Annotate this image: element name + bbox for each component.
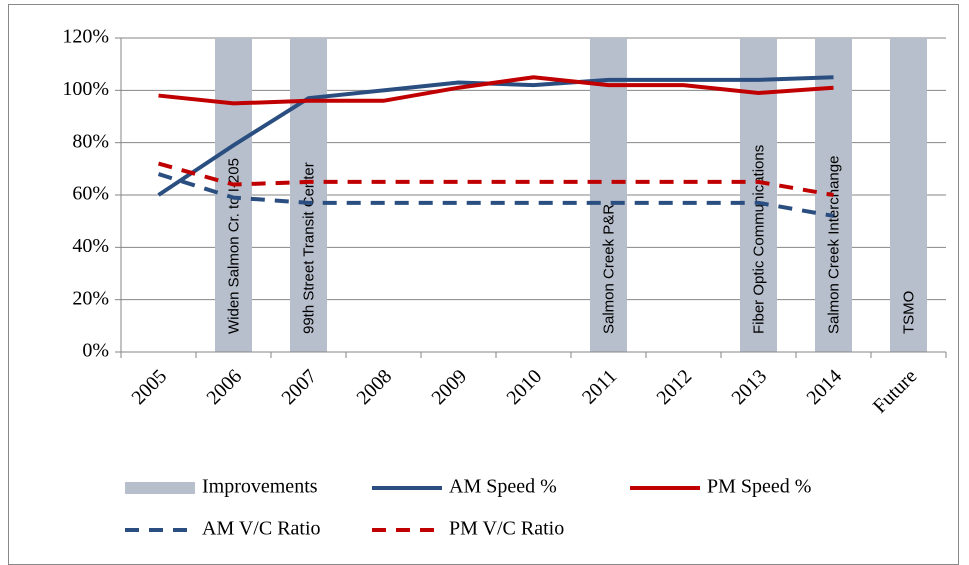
legend-label: PM Speed % [707,476,811,498]
legend-label: AM V/C Ratio [202,518,321,540]
y-tick-label: 120% [62,26,109,48]
improvement-bar [590,38,627,352]
y-tick-label: 0% [82,340,109,362]
improvement-bar [215,38,252,352]
improvement-label: 99th Street Transit Center [300,162,317,334]
improvement-label: Salmon Creek P&R [600,204,617,334]
legend-swatch [125,482,195,494]
legend-label: AM Speed % [449,476,557,498]
series-line [157,172,834,218]
improvement-label: Salmon Creek Interchange [825,156,842,334]
y-tick-label: 20% [72,287,109,309]
series-line [158,75,834,106]
y-tick-label: 80% [72,130,109,152]
improvement-label: Widen Salmon Cr. to I-205 [225,158,242,334]
improvement-bar [890,38,927,352]
series-line [157,161,834,197]
legend-label: PM V/C Ratio [449,518,564,540]
y-tick-label: 100% [62,78,109,100]
y-tick-label: 60% [72,183,109,205]
improvement-bar [290,38,327,352]
improvement-label: Fiber Optic Communications [750,145,767,334]
improvement-label: TSMO [900,291,917,334]
y-tick-label: 40% [72,235,109,257]
legend-label: Improvements [202,476,318,498]
